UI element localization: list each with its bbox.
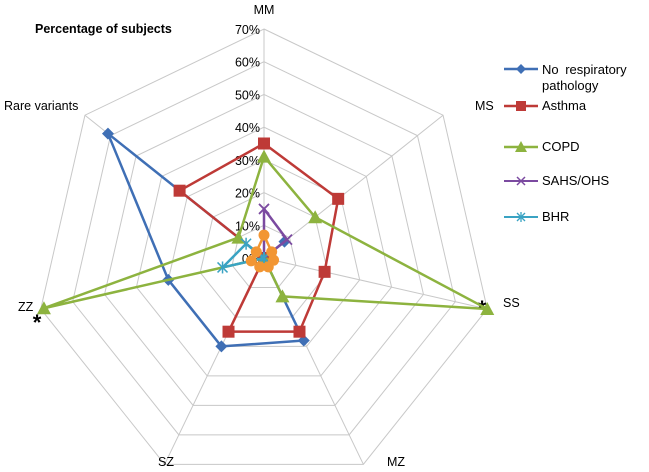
data-point xyxy=(258,229,270,241)
data-point xyxy=(281,234,293,246)
legend-label: COPD xyxy=(542,139,580,154)
axis-label-sz: SZ xyxy=(158,455,174,469)
axis-label-mm: MM xyxy=(254,3,275,17)
data-point xyxy=(258,137,270,150)
data-point xyxy=(332,192,345,205)
grid-ring xyxy=(72,61,456,436)
axis-label-ss: SS xyxy=(503,296,520,310)
series-unlabeled xyxy=(245,229,280,273)
data-point xyxy=(480,301,495,315)
legend-marker-x-icon xyxy=(504,176,538,186)
data-point xyxy=(318,265,331,278)
legend-marker-asterisk-icon xyxy=(504,212,538,222)
tick-label: 40% xyxy=(235,121,260,135)
tick-label: 20% xyxy=(235,187,260,201)
grid-ring xyxy=(167,159,361,347)
significance-mark-zz: * xyxy=(33,310,42,335)
radar-series xyxy=(36,127,495,353)
data-point xyxy=(215,340,228,353)
data-point xyxy=(245,255,257,267)
grid-ring xyxy=(199,192,329,318)
data-point xyxy=(217,261,229,274)
chart-title: Percentage of subjects xyxy=(35,22,172,36)
legend-marker-diamond-icon xyxy=(504,64,538,74)
data-point xyxy=(266,246,278,258)
data-point xyxy=(254,261,266,273)
data-point xyxy=(240,237,252,250)
legend-marker-square-icon xyxy=(504,101,538,111)
data-point xyxy=(257,149,271,163)
series-asthma xyxy=(173,137,345,338)
series-line xyxy=(178,142,340,333)
data-point xyxy=(308,210,323,224)
legend-label: BHR xyxy=(542,209,570,224)
data-point xyxy=(36,301,51,315)
radar-tick-labels: 0%10%20%30%40%50%60%70% xyxy=(235,23,260,266)
data-point xyxy=(222,325,235,338)
series-line xyxy=(106,132,305,348)
series-no-respiratory-pathology xyxy=(101,127,310,353)
data-point xyxy=(293,325,306,338)
grid-ring xyxy=(40,28,488,465)
legend-label: SAHS/OHS xyxy=(542,173,610,188)
grid-spoke xyxy=(263,114,444,259)
axis-label-ms: MS xyxy=(475,99,494,113)
legend-label: Asthma xyxy=(542,98,587,113)
axis-label-rare-variants: Rare variants xyxy=(4,99,78,113)
tick-label: 70% xyxy=(235,23,260,37)
tick-label: 60% xyxy=(235,56,260,70)
grid-ring xyxy=(135,126,393,377)
tick-label: 30% xyxy=(235,154,260,168)
legend-label: No respiratory pathology xyxy=(542,62,627,93)
series-line xyxy=(42,155,489,311)
tick-label: 50% xyxy=(235,88,260,102)
axis-label-mz: MZ xyxy=(387,455,405,469)
data-point xyxy=(262,261,274,273)
axis-label-zz: ZZ xyxy=(18,300,34,314)
grid-ring xyxy=(103,93,425,406)
data-point xyxy=(275,289,290,303)
data-point xyxy=(101,127,114,140)
grid-spoke xyxy=(263,257,488,310)
data-point xyxy=(258,203,270,215)
legend-marker-triangle-icon xyxy=(504,141,538,152)
data-point xyxy=(250,246,262,258)
data-point xyxy=(173,184,186,197)
